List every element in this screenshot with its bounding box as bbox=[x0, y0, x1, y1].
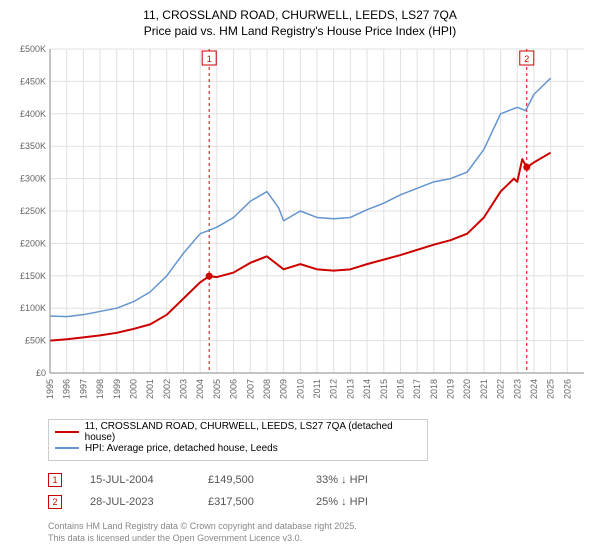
transaction-marker: 1 bbox=[48, 473, 62, 487]
svg-text:2000: 2000 bbox=[128, 379, 138, 399]
legend-swatch bbox=[55, 431, 79, 433]
legend-swatch bbox=[55, 447, 79, 449]
legend-label: 11, CROSSLAND ROAD, CHURWELL, LEEDS, LS2… bbox=[85, 421, 421, 443]
legend-label: HPI: Average price, detached house, Leed… bbox=[85, 443, 278, 454]
svg-text:2018: 2018 bbox=[429, 379, 439, 399]
svg-text:2010: 2010 bbox=[295, 379, 305, 399]
svg-text:2: 2 bbox=[524, 54, 529, 64]
transaction-row: 1 15-JUL-2004 £149,500 33% ↓ HPI bbox=[48, 469, 592, 491]
chart-title: 11, CROSSLAND ROAD, CHURWELL, LEEDS, LS2… bbox=[8, 8, 592, 39]
chart-svg: £0 £50K £100K £150K £200K £250K £300K £350K £400… bbox=[8, 43, 592, 413]
transaction-delta: 25% ↓ HPI bbox=[316, 496, 368, 508]
svg-text:2009: 2009 bbox=[279, 379, 289, 399]
price-chart: £0 £50K £100K £150K £200K £250K £300K £350K £400… bbox=[8, 43, 592, 413]
svg-text:2002: 2002 bbox=[162, 379, 172, 399]
svg-text:2008: 2008 bbox=[262, 379, 272, 399]
svg-text:2003: 2003 bbox=[179, 379, 189, 399]
svg-text:1999: 1999 bbox=[112, 379, 122, 399]
svg-text:1996: 1996 bbox=[62, 379, 72, 399]
svg-text:2025: 2025 bbox=[546, 379, 556, 399]
footer-line2: This data is licensed under the Open Gov… bbox=[48, 533, 592, 545]
svg-text:2011: 2011 bbox=[312, 379, 322, 398]
svg-text:1997: 1997 bbox=[78, 379, 88, 399]
svg-text:£150K: £150K bbox=[20, 271, 46, 281]
svg-text:£300K: £300K bbox=[20, 174, 46, 184]
svg-text:2021: 2021 bbox=[479, 379, 489, 399]
svg-text:2001: 2001 bbox=[145, 379, 155, 399]
svg-text:£350K: £350K bbox=[20, 141, 46, 151]
svg-text:1: 1 bbox=[207, 54, 212, 64]
svg-text:2016: 2016 bbox=[395, 379, 405, 399]
legend: 11, CROSSLAND ROAD, CHURWELL, LEEDS, LS2… bbox=[48, 419, 428, 461]
svg-text:1998: 1998 bbox=[95, 379, 105, 399]
transactions-table: 1 15-JUL-2004 £149,500 33% ↓ HPI 2 28-JUL-202… bbox=[48, 469, 592, 513]
footer: Contains HM Land Registry data © Crown c… bbox=[48, 521, 592, 544]
legend-item: 11, CROSSLAND ROAD, CHURWELL, LEEDS, LS2… bbox=[55, 424, 421, 440]
svg-text:2026: 2026 bbox=[562, 379, 572, 399]
svg-text:2006: 2006 bbox=[229, 379, 239, 399]
svg-text:2022: 2022 bbox=[496, 379, 506, 399]
transaction-price: £149,500 bbox=[208, 474, 288, 486]
title-line2: Price paid vs. HM Land Registry's House … bbox=[8, 24, 592, 40]
svg-text:2023: 2023 bbox=[512, 379, 522, 399]
svg-text:£250K: £250K bbox=[20, 206, 46, 216]
svg-text:£450K: £450K bbox=[20, 77, 46, 87]
transaction-row: 2 28-JUL-2023 £317,500 25% ↓ HPI bbox=[48, 491, 592, 513]
svg-text:2019: 2019 bbox=[446, 379, 456, 399]
svg-text:£200K: £200K bbox=[20, 239, 46, 249]
svg-text:£400K: £400K bbox=[20, 109, 46, 119]
svg-text:2005: 2005 bbox=[212, 379, 222, 399]
svg-text:2017: 2017 bbox=[412, 379, 422, 399]
svg-text:£0: £0 bbox=[36, 368, 46, 378]
title-line1: 11, CROSSLAND ROAD, CHURWELL, LEEDS, LS2… bbox=[8, 8, 592, 24]
svg-text:£500K: £500K bbox=[20, 44, 46, 54]
transaction-delta: 33% ↓ HPI bbox=[316, 474, 368, 486]
svg-text:2004: 2004 bbox=[195, 379, 205, 399]
svg-text:2013: 2013 bbox=[345, 379, 355, 399]
svg-text:1995: 1995 bbox=[45, 379, 55, 399]
transaction-marker: 2 bbox=[48, 495, 62, 509]
transaction-date: 28-JUL-2023 bbox=[90, 496, 180, 508]
svg-text:2012: 2012 bbox=[329, 379, 339, 399]
transaction-date: 15-JUL-2004 bbox=[90, 474, 180, 486]
transaction-price: £317,500 bbox=[208, 496, 288, 508]
svg-text:£100K: £100K bbox=[20, 303, 46, 313]
svg-text:2014: 2014 bbox=[362, 379, 372, 399]
footer-line1: Contains HM Land Registry data © Crown c… bbox=[48, 521, 592, 533]
svg-text:2020: 2020 bbox=[462, 379, 472, 399]
svg-text:2024: 2024 bbox=[529, 379, 539, 399]
svg-text:2015: 2015 bbox=[379, 379, 389, 399]
svg-text:2007: 2007 bbox=[245, 379, 255, 399]
svg-text:£50K: £50K bbox=[25, 336, 46, 346]
